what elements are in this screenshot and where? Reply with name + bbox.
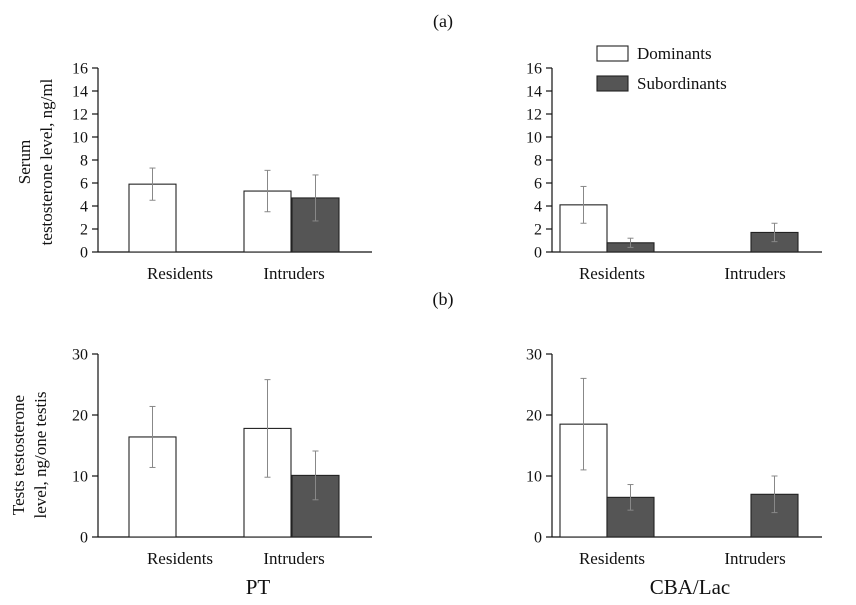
legend-label-subordinants: Subordinants bbox=[637, 74, 727, 93]
y-tick-label: 0 bbox=[80, 245, 88, 262]
category-label-intruders: Intruders bbox=[263, 549, 324, 568]
y-tick-label: 0 bbox=[80, 530, 88, 547]
panel-b-pt: 0 10 20 30 Residents Intruders bbox=[72, 347, 372, 568]
y-tick-label: 8 bbox=[80, 153, 88, 170]
y-tick-label: 10 bbox=[72, 469, 88, 486]
ylabel-serum-line2: testosterone level, ng/ml bbox=[37, 78, 56, 245]
category-label-residents: Residents bbox=[579, 264, 645, 283]
y-tick-label: 16 bbox=[526, 61, 542, 78]
ylabel-testis-line2: level, ng/one testis bbox=[31, 391, 50, 518]
y-tick-label: 10 bbox=[526, 130, 542, 147]
chart-panels: 0 2 4 6 8 10 12 14 16 Residents Intruders 0 2 4 6 8 10 12… bbox=[72, 61, 822, 568]
y-tick-label: 16 bbox=[72, 61, 88, 78]
y-tick-label: 6 bbox=[534, 176, 542, 193]
category-label-intruders: Intruders bbox=[724, 264, 785, 283]
y-tick-label: 2 bbox=[80, 222, 88, 239]
y-tick-label: 14 bbox=[72, 84, 88, 101]
panel-a-pt: 0 2 4 6 8 10 12 14 16 Residents Intruders bbox=[72, 61, 372, 283]
y-tick-label: 0 bbox=[534, 245, 542, 262]
y-tick-label: 10 bbox=[72, 130, 88, 147]
ylabel-testis-line1: Tests testosterone bbox=[9, 395, 28, 515]
y-tick-label: 12 bbox=[526, 107, 542, 124]
strain-label-cba-lac: CBA/Lac bbox=[650, 575, 730, 599]
panel-label-b: (b) bbox=[433, 289, 454, 310]
panel-label-a: (a) bbox=[433, 11, 453, 32]
category-label-intruders: Intruders bbox=[724, 549, 785, 568]
panel-a-cba-lac: 0 2 4 6 8 10 12 14 16 Residents Intruders bbox=[526, 61, 822, 283]
y-tick-label: 30 bbox=[72, 347, 88, 364]
category-label-intruders: Intruders bbox=[263, 264, 324, 283]
legend-label-dominants: Dominants bbox=[637, 44, 712, 63]
ylabel-serum-line1: Serum bbox=[15, 140, 34, 184]
legend-swatch-subordinants bbox=[596, 75, 629, 92]
y-tick-label: 0 bbox=[534, 530, 542, 547]
y-tick-label: 10 bbox=[526, 469, 542, 486]
legend-swatch-dominants bbox=[596, 45, 629, 62]
y-tick-label: 20 bbox=[72, 408, 88, 425]
y-tick-label: 20 bbox=[526, 408, 542, 425]
y-tick-label: 4 bbox=[80, 199, 88, 216]
legend: Dominants Subordinants bbox=[596, 44, 727, 93]
category-label-residents: Residents bbox=[579, 549, 645, 568]
y-tick-label: 30 bbox=[526, 347, 542, 364]
panel-b-cba-lac: 0 10 20 30 Residents Intruders bbox=[526, 347, 822, 568]
y-tick-label: 2 bbox=[534, 222, 542, 239]
category-label-residents: Residents bbox=[147, 264, 213, 283]
y-tick-label: 6 bbox=[80, 176, 88, 193]
strain-label-pt: PT bbox=[246, 575, 271, 599]
y-tick-label: 8 bbox=[534, 153, 542, 170]
y-tick-label: 4 bbox=[534, 199, 542, 216]
y-tick-label: 12 bbox=[72, 107, 88, 124]
category-label-residents: Residents bbox=[147, 549, 213, 568]
y-tick-label: 14 bbox=[526, 84, 542, 101]
